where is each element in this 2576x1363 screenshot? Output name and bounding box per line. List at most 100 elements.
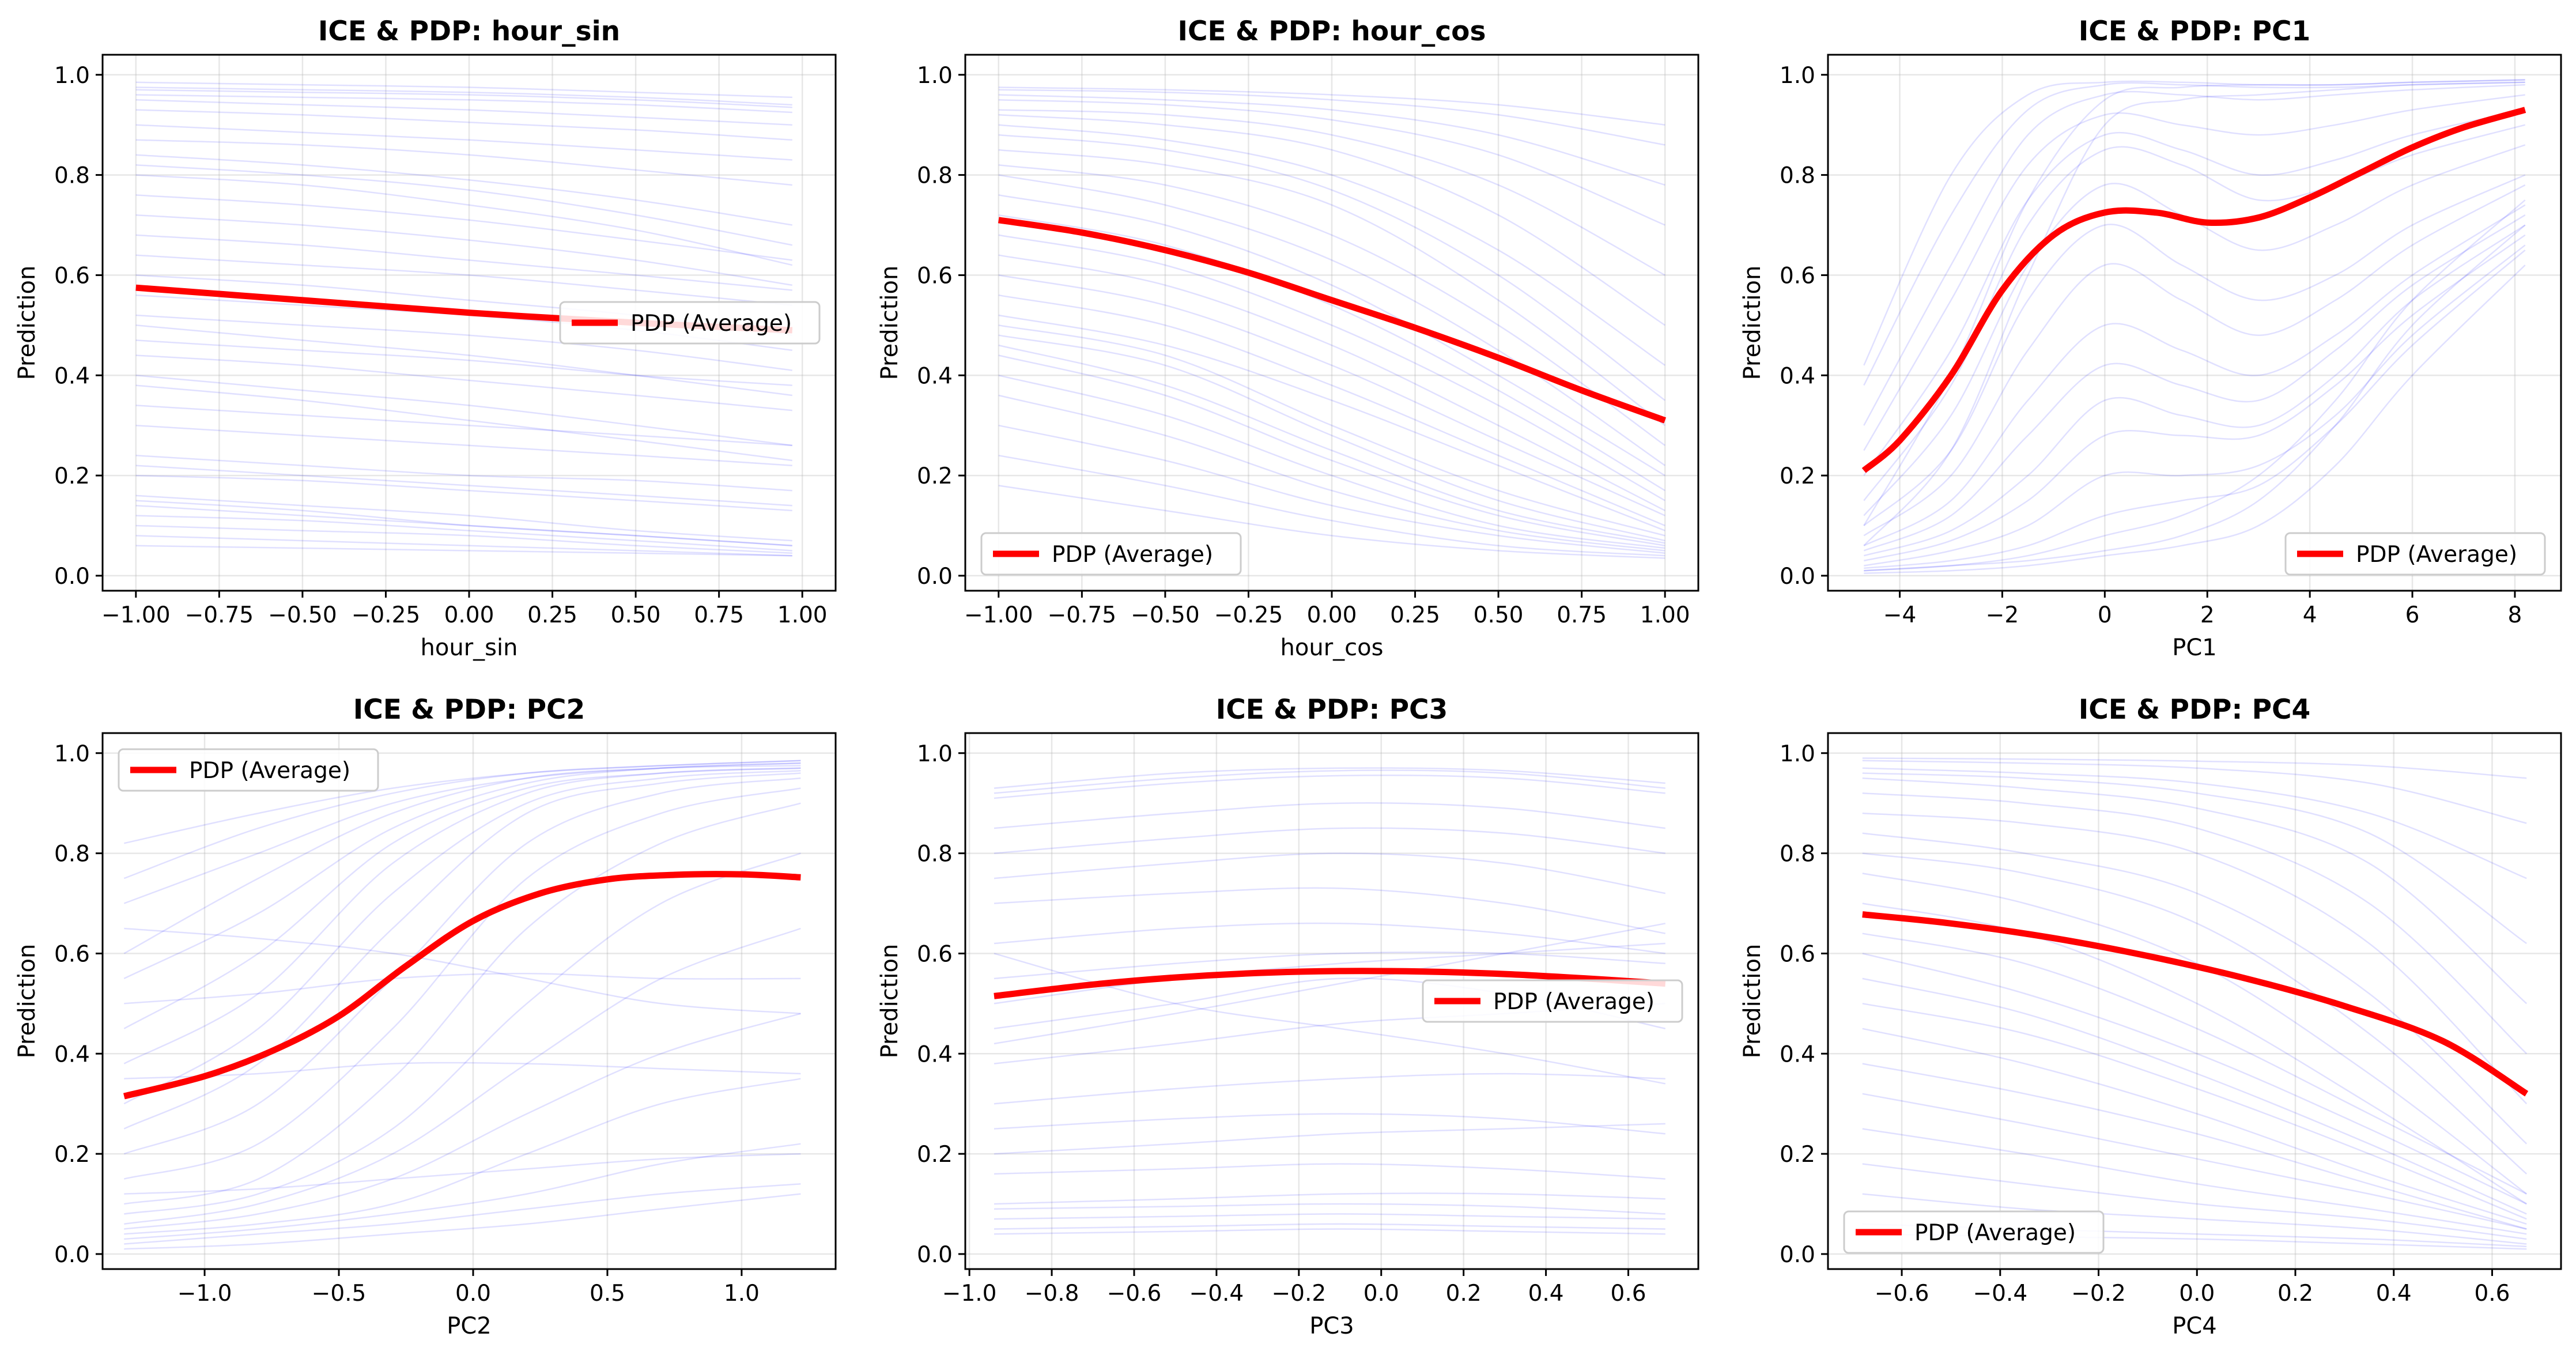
ice-line xyxy=(1863,94,2525,451)
ice-line xyxy=(998,114,1665,326)
legend-label: PDP (Average) xyxy=(189,758,350,784)
legend: PDP (Average) xyxy=(118,748,379,792)
x-tick-label: −0.4 xyxy=(1973,1281,2027,1307)
ice-line xyxy=(135,339,792,386)
ice-line xyxy=(135,214,792,286)
ice-line xyxy=(123,767,801,1064)
ice-line xyxy=(998,174,1665,466)
x-tick-label: −0.4 xyxy=(1189,1281,1244,1307)
axes-frame xyxy=(1827,54,2562,592)
ice-line xyxy=(1862,1003,2527,1220)
ice-line xyxy=(135,89,792,108)
ice-line xyxy=(1862,1028,2527,1225)
ice-line xyxy=(998,234,1665,501)
legend-label: PDP (Average) xyxy=(1914,1220,2076,1246)
x-axis-label: PC1 xyxy=(2172,635,2217,661)
ice-line xyxy=(135,99,792,126)
ice-line xyxy=(1862,903,2527,1205)
x-tick-label: −0.75 xyxy=(1048,602,1117,628)
ice-line xyxy=(1862,757,2527,779)
y-tick-label: 0.6 xyxy=(917,263,953,289)
x-tick-label: −4 xyxy=(1883,602,1917,628)
ice-line xyxy=(124,927,801,1225)
x-tick-label: 1.0 xyxy=(724,1281,760,1307)
y-tick-label: 0.4 xyxy=(54,1041,90,1067)
ice-line xyxy=(1863,124,2526,501)
chart-title: ICE & PDP: PC4 xyxy=(2079,694,2311,726)
ice-line xyxy=(1862,1093,2527,1230)
ice-line xyxy=(998,314,1665,531)
ice-line xyxy=(1862,932,2527,1195)
x-tick-label: 1.00 xyxy=(1640,602,1690,628)
ice-line xyxy=(135,81,792,99)
y-tick-label: 0.0 xyxy=(1780,1242,1815,1268)
y-tick-label: 0.4 xyxy=(1780,1041,1815,1067)
y-tick-label: 0.6 xyxy=(917,941,953,967)
ice-line xyxy=(135,164,793,246)
x-tick-label: 0.75 xyxy=(1557,602,1607,628)
y-tick-label: 1.0 xyxy=(1780,741,1815,767)
y-tick-label: 0.8 xyxy=(54,841,90,867)
x-tick-label: −0.6 xyxy=(1875,1281,1929,1307)
ice-line xyxy=(998,134,1665,401)
ice-line xyxy=(998,394,1665,552)
chart-panel-2: −1.00 −0.75 −0.50 −0.25 0.00 0.25 0.50 0.75 1.00… xyxy=(877,16,1699,661)
grid xyxy=(965,733,1698,1269)
ice-line xyxy=(124,1013,801,1230)
ice-line xyxy=(1863,174,2526,526)
legend-label: PDP (Average) xyxy=(1052,542,1213,568)
x-tick-label: 0.6 xyxy=(1611,1281,1646,1307)
ice-line xyxy=(135,500,792,547)
ice-line xyxy=(998,354,1665,547)
legend-label: PDP (Average) xyxy=(630,311,792,337)
ice-line xyxy=(1862,977,2527,1215)
ice-line xyxy=(1862,767,2527,879)
ice-line xyxy=(998,99,1665,226)
x-tick-label: −0.50 xyxy=(268,602,337,628)
ice-line xyxy=(1864,250,2526,569)
x-tick-label: 0.50 xyxy=(611,602,661,628)
x-tick-label: −0.6 xyxy=(1107,1281,1162,1307)
ice-line xyxy=(998,424,1665,554)
ice-line xyxy=(1863,204,2526,546)
legend: PDP (Average) xyxy=(1843,1210,2105,1254)
ice-line xyxy=(1864,199,2526,572)
ice-line xyxy=(135,474,792,512)
chart-panel-1: −1.00 −0.75 −0.50 −0.25 0.00 0.25 0.50 0.75 1.00… xyxy=(14,16,837,661)
ice-line xyxy=(123,762,801,904)
ice-lines xyxy=(1863,79,2526,574)
ice-line xyxy=(135,405,792,447)
x-tick-label: 0.25 xyxy=(1390,602,1440,628)
y-tick-label: 1.0 xyxy=(1780,63,1815,89)
x-tick-label: 0.00 xyxy=(1307,602,1357,628)
ice-line xyxy=(1864,234,2526,562)
x-tick-label: 0.50 xyxy=(1474,602,1524,628)
y-tick-label: 0.8 xyxy=(917,841,953,867)
y-axis-label: Prediction xyxy=(1739,266,1766,380)
x-tick-label: 0.0 xyxy=(2179,1281,2215,1307)
y-tick-label: 0.4 xyxy=(917,1041,953,1067)
ice-line xyxy=(1863,84,2525,426)
ice-line xyxy=(994,767,1665,789)
ice-line xyxy=(124,1193,801,1250)
pdp-line xyxy=(123,871,801,1100)
ice-line xyxy=(1862,832,2528,1145)
y-tick-label: 0.8 xyxy=(917,163,953,189)
legend: PDP (Average) xyxy=(2284,532,2546,576)
y-tick-label: 1.0 xyxy=(54,741,90,767)
ice-line xyxy=(135,234,792,291)
ice-line xyxy=(135,515,792,552)
x-tick-label: 6 xyxy=(2405,602,2420,628)
ice-line xyxy=(1862,772,2527,945)
ice-line xyxy=(135,314,792,371)
ice-line xyxy=(124,852,801,1215)
ice-line xyxy=(998,124,1665,366)
pdp-line xyxy=(1862,911,2529,1097)
ice-line xyxy=(1862,1193,2527,1245)
axes-frame xyxy=(964,732,1699,1270)
chart-panel-4: −1.0 −0.5 0.0 0.5 1.0 0.0 0.2 0.4 0.6 0.8 1.0 ICE &… xyxy=(14,694,837,1339)
x-tick-label: 0.00 xyxy=(444,602,494,628)
x-axis-label: PC2 xyxy=(447,1313,492,1339)
ice-line xyxy=(994,774,1665,799)
ice-line xyxy=(123,769,801,1105)
